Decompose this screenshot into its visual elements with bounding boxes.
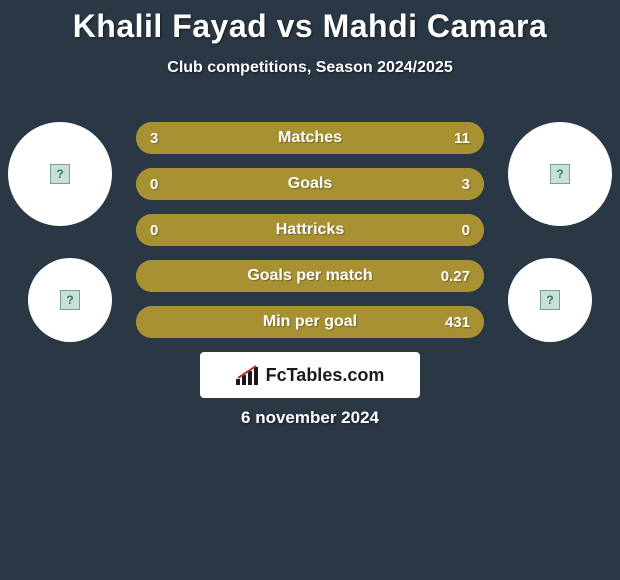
stat-label: Matches [136,122,484,154]
missing-image-icon [50,164,70,184]
player1-club-avatar [28,258,112,342]
stat-value-right: 11 [440,122,484,154]
brand-logo: FcTables.com [200,352,420,398]
player2-club-avatar [508,258,592,342]
bar-chart-icon [236,365,260,385]
missing-image-icon [550,164,570,184]
stat-row: Min per goal 431 [136,306,484,338]
stat-label: Hattricks [136,214,484,246]
comparison-card: Khalil Fayad vs Mahdi Camara Club compet… [0,0,620,580]
stat-label: Goals [136,168,484,200]
stat-row: Goals per match 0.27 [136,260,484,292]
page-title: Khalil Fayad vs Mahdi Camara [0,0,620,45]
date-label: 6 november 2024 [0,408,620,428]
player1-avatar [8,122,112,226]
stat-value-right: 431 [431,306,484,338]
stat-row: 0 Goals 3 [136,168,484,200]
stat-value-right: 3 [448,168,484,200]
stat-row: 0 Hattricks 0 [136,214,484,246]
stat-value-right: 0.27 [427,260,484,292]
subtitle: Club competitions, Season 2024/2025 [0,59,620,77]
stats-panel: 3 Matches 11 0 Goals 3 0 Hattricks 0 Goa… [136,122,484,352]
missing-image-icon [540,290,560,310]
stat-row: 3 Matches 11 [136,122,484,154]
missing-image-icon [60,290,80,310]
stat-value-right: 0 [448,214,484,246]
player2-avatar [508,122,612,226]
brand-name: FcTables.com [266,365,385,386]
